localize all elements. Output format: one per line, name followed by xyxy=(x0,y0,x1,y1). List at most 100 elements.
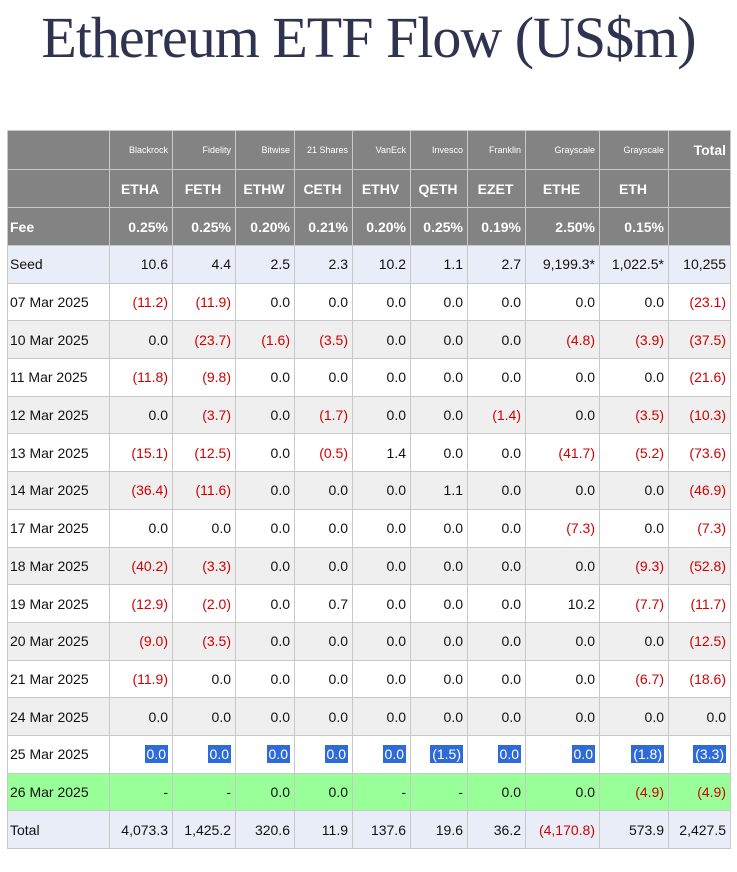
flow-value: 0.0 xyxy=(443,294,463,311)
flow-cell: 0.0 xyxy=(467,659,526,699)
flow-value: (11.8) xyxy=(132,369,168,386)
issuer-header: Blackrock xyxy=(109,130,173,170)
flow-cell: 0.0 xyxy=(352,659,411,699)
flow-cell: 0.0 xyxy=(294,697,353,736)
flow-value: 0.0 xyxy=(575,557,595,574)
flow-value: 0.0 xyxy=(644,369,664,386)
flow-cell: 0.0 xyxy=(599,282,669,322)
etf-flow-table: Blackrock Fidelity Bitwise 21 Shares VanEck I… xyxy=(7,130,731,849)
flow-cell: (41.7) xyxy=(525,433,600,473)
ticker-header: ETHW xyxy=(235,169,295,208)
fee-cell: 0.20% xyxy=(352,207,411,246)
fee-cell: 0.25% xyxy=(172,207,236,246)
flow-cell: (23.1) xyxy=(668,282,731,322)
flow-value: (2.0) xyxy=(202,595,231,612)
row-label: 19 Mar 2025 xyxy=(7,584,110,623)
flow-cell: 0.0 xyxy=(467,282,526,322)
table-row: 12 Mar 2025 0.0 (3.7) 0.0 (1.7) 0.0 0.0 (1.4) 0.… xyxy=(7,395,731,435)
flow-value: 0.0 xyxy=(501,557,521,574)
flow-cell: 0.0 xyxy=(410,358,468,397)
flow-cell: 320.6 xyxy=(235,810,295,849)
flow-cell: 1,022.5* xyxy=(599,245,669,284)
flow-cell: (11.7) xyxy=(668,584,731,623)
flow-value: 36.2 xyxy=(493,821,521,838)
flow-value: - xyxy=(163,783,168,800)
flow-value: 0.0 xyxy=(270,369,290,386)
flow-cell: 0.0 xyxy=(410,584,468,623)
flow-cell: 0.0 xyxy=(410,621,468,661)
flow-cell: (3.5) xyxy=(294,320,353,360)
flow-cell: (11.2) xyxy=(109,282,173,322)
flow-cell: 1.1 xyxy=(410,245,468,284)
flow-value: 320.6 xyxy=(254,821,290,838)
flow-value: (15.1) xyxy=(131,444,168,461)
flow-value: (4,170.8) xyxy=(538,821,595,838)
flow-cell: (12.5) xyxy=(172,433,236,473)
row-label: 12 Mar 2025 xyxy=(7,395,110,435)
flow-value: (11.9) xyxy=(195,294,231,311)
flow-cell: 0.0 xyxy=(410,697,468,736)
flow-cell: 0.0 xyxy=(294,659,353,699)
header-blank-cell xyxy=(7,169,110,208)
flow-cell: (1.7) xyxy=(294,395,353,435)
flow-cell: 0.0 xyxy=(525,546,600,586)
flow-cell: 0.0 xyxy=(525,358,600,397)
flow-cell: (9.0) xyxy=(109,621,173,661)
flow-value: 0.0 xyxy=(386,557,406,574)
flow-value: 0.0 xyxy=(501,520,521,537)
flow-value: 0.0 xyxy=(443,595,463,612)
flow-cell: 0.0 xyxy=(525,772,600,812)
flow-cell: 0.0 xyxy=(235,433,295,473)
flow-cell: 0.0 xyxy=(235,697,295,736)
flow-cell: 0.0 xyxy=(525,282,600,322)
flow-value: 573.9 xyxy=(628,821,664,838)
flow-cell: (3.9) xyxy=(599,320,669,360)
flow-cell: 0.0 xyxy=(235,508,295,548)
flow-value: 0.0 xyxy=(386,294,406,311)
flow-value: 0.0 xyxy=(270,708,290,725)
flow-value: 0.0 xyxy=(497,745,521,764)
issuer-header: Grayscale xyxy=(525,130,600,170)
flow-value: 0.0 xyxy=(575,369,595,386)
ticker-header-row: ETHA FETH ETHW CETH ETHV QETH EZET ETHE ETH xyxy=(7,169,731,208)
flow-value: (21.6) xyxy=(689,369,726,386)
flow-value: (4.9) xyxy=(697,783,726,800)
flow-value: (5.2) xyxy=(635,444,664,461)
fee-cell: 0.25% xyxy=(410,207,468,246)
flow-cell: (6.7) xyxy=(599,659,669,699)
row-label: 10 Mar 2025 xyxy=(7,320,110,360)
flow-value: 0.0 xyxy=(386,670,406,687)
flow-cell: (3.5) xyxy=(599,395,669,435)
flow-value: 1,022.5* xyxy=(611,256,664,273)
flow-value: 0.0 xyxy=(386,482,406,499)
flow-cell: (21.6) xyxy=(668,358,731,397)
flow-cell: 10.2 xyxy=(525,584,600,623)
flow-value: 137.6 xyxy=(370,821,406,838)
flow-value: 0.0 xyxy=(266,745,290,764)
flow-value: 0.0 xyxy=(501,670,521,687)
flow-value: 1.1 xyxy=(443,256,463,273)
ticker-header: CETH xyxy=(294,169,353,208)
flow-cell: 0.0 xyxy=(235,659,295,699)
flow-cell: 0.0 xyxy=(172,659,236,699)
table-row: 25 Mar 2025 0.0 0.0 0.0 0.0 0.0 (1.5) 0.0 0.0 (1.… xyxy=(7,734,731,774)
flow-value: (23.7) xyxy=(194,331,231,348)
table-row: 13 Mar 2025 (15.1) (12.5) 0.0 (0.5) 1.4 0.0 0.0… xyxy=(7,433,731,473)
flow-value: 0.0 xyxy=(328,633,348,650)
flow-cell: 0.0 xyxy=(172,734,236,774)
flow-value: 0.0 xyxy=(443,331,463,348)
flow-cell: 0.0 xyxy=(525,395,600,435)
row-label: Seed xyxy=(7,245,110,284)
flow-cell: 0.0 xyxy=(294,508,353,548)
flow-cell: 0.0 xyxy=(599,697,669,736)
issuer-header: Grayscale xyxy=(599,130,669,170)
flow-cell: 2,427.5 xyxy=(668,810,731,849)
flow-cell: (1.4) xyxy=(467,395,526,435)
flow-value: 2.5 xyxy=(270,256,290,273)
flow-cell: 0.0 xyxy=(235,358,295,397)
flow-value: 2,427.5 xyxy=(679,821,726,838)
flow-cell: 0.0 xyxy=(410,282,468,322)
row-label: 20 Mar 2025 xyxy=(7,621,110,661)
total-row: Total 4,073.3 1,425.2 320.6 11.9 137.6 19.6 36.… xyxy=(7,810,731,849)
flow-cell: 0.0 xyxy=(352,358,411,397)
